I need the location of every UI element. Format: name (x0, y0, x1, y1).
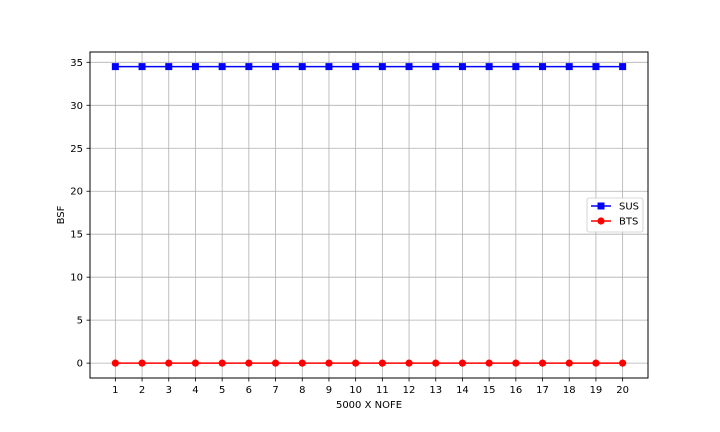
data-point-sus (458, 63, 466, 71)
data-point-sus (405, 63, 413, 71)
data-point-sus (325, 63, 333, 71)
x-tick-label: 4 (192, 385, 198, 396)
x-tick-label: 16 (509, 385, 522, 396)
legend-label-sus: SUS (619, 202, 639, 213)
data-point-sus (485, 63, 493, 71)
y-tick-label: 15 (70, 230, 83, 241)
data-point-bts (352, 359, 360, 367)
data-point-sus (138, 63, 146, 71)
series-bts (111, 359, 627, 367)
data-point-bts (538, 359, 547, 367)
x-tick-label: 3 (166, 385, 172, 396)
data-point-bts (378, 359, 386, 367)
x-tick-label: 18 (563, 385, 576, 396)
data-point-sus (191, 63, 199, 71)
data-point-sus (272, 63, 280, 71)
legend-label-bts: BTS (619, 217, 638, 228)
x-tick-label: 19 (590, 385, 603, 396)
data-point-sus (432, 63, 440, 71)
plot-area-frame (89, 51, 649, 379)
x-tick-label: 6 (246, 385, 252, 396)
data-point-bts (592, 359, 600, 367)
x-tick-label: 10 (349, 385, 362, 396)
x-tick-label: 15 (483, 385, 496, 396)
x-tick-label: 11 (376, 385, 389, 396)
data-point-sus (245, 63, 253, 71)
data-point-bts (271, 359, 280, 367)
series-layer (111, 63, 627, 367)
data-point-bts (245, 359, 253, 367)
data-point-sus (378, 63, 386, 71)
y-tick-label: 10 (70, 273, 83, 284)
y-tick-label: 0 (77, 359, 83, 370)
data-point-sus (565, 63, 573, 71)
data-point-bts (325, 359, 333, 367)
x-tick-label: 5 (219, 385, 225, 396)
data-point-bts (512, 359, 520, 367)
y-tick-label: 30 (70, 101, 83, 112)
data-point-bts (565, 359, 573, 367)
data-point-sus (218, 63, 226, 71)
data-point-bts (111, 359, 119, 367)
legend-marker-sus (597, 202, 605, 210)
y-tick-label: 25 (70, 144, 83, 155)
x-axis-label: 5000 X NOFE (336, 400, 402, 411)
data-point-sus (165, 63, 173, 71)
data-point-bts (432, 359, 440, 367)
y-tick-label: 20 (70, 187, 83, 198)
x-tick-label: 1 (112, 385, 118, 396)
data-point-bts (485, 359, 493, 367)
legend-marker-bts (597, 217, 605, 225)
x-tick-label: 12 (403, 385, 416, 396)
y-tick-label: 5 (77, 316, 83, 327)
data-point-bts (405, 359, 413, 367)
y-axis-label: BSF (56, 205, 67, 224)
x-tick-label: 20 (616, 385, 629, 396)
data-point-sus (512, 63, 520, 71)
legend: SUS BTS (586, 197, 644, 233)
data-point-bts (619, 359, 627, 367)
data-point-bts (458, 359, 467, 367)
data-point-bts (298, 359, 306, 367)
data-point-bts (165, 359, 173, 367)
grid-lines (90, 52, 648, 378)
data-point-sus (298, 63, 306, 71)
x-tick-label: 2 (139, 385, 145, 396)
x-tick-label: 9 (326, 385, 332, 396)
data-point-sus (352, 63, 360, 71)
axis-ticks: 1 2 3 4 5 6 7 8 9 10 11 12 13 14 15 16 17 18 19 20051015202… (70, 58, 629, 396)
x-tick-label: 8 (299, 385, 305, 396)
data-point-sus (111, 63, 119, 71)
y-tick-label: 35 (70, 58, 83, 69)
data-point-bts (191, 359, 200, 367)
data-point-bts (138, 359, 146, 367)
x-tick-label: 13 (429, 385, 442, 396)
x-tick-label: 7 (272, 385, 278, 396)
series-sus (111, 63, 627, 71)
data-point-sus (539, 63, 547, 71)
x-tick-label: 17 (536, 385, 549, 396)
data-point-sus (619, 63, 627, 71)
data-point-sus (592, 63, 600, 71)
data-point-bts (218, 359, 226, 367)
x-tick-label: 14 (456, 385, 469, 396)
